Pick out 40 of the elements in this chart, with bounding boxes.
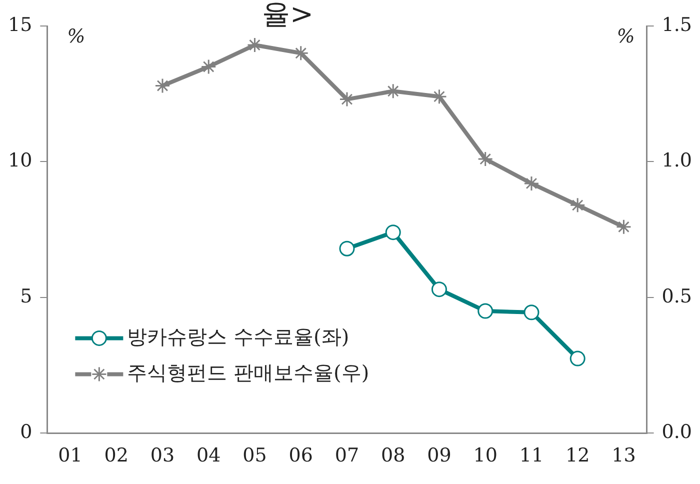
x-tick-label: 13 (612, 444, 636, 467)
x-tick-label: 12 (566, 444, 590, 467)
point (570, 350, 586, 366)
x-tick-label: 06 (288, 444, 313, 467)
point (293, 45, 309, 61)
y2-tick-label: 0.5 (662, 285, 692, 308)
x-tick-label: 08 (381, 444, 406, 467)
y2-axis-title: % (616, 25, 635, 48)
y2-tick-label: 1.5 (662, 14, 692, 36)
x-tick-label: 09 (427, 444, 452, 467)
x-tick-label: 07 (334, 444, 360, 467)
point (524, 176, 540, 192)
point (246, 37, 262, 53)
x-tick-label: 01 (58, 444, 82, 467)
x-tick-label: 05 (242, 444, 267, 467)
point (200, 58, 216, 74)
legend-label: 주식형펀드 판매보수율(우) (127, 360, 370, 384)
x-tick-label: 03 (150, 444, 175, 467)
y2-tick-label: 1.0 (662, 150, 692, 172)
point (524, 304, 540, 320)
point (478, 303, 494, 319)
x-tick-label: 02 (104, 444, 128, 467)
y-tick-label: 0 (20, 421, 32, 444)
point (478, 151, 494, 167)
x-tick-label: 10 (473, 444, 498, 467)
point (154, 78, 170, 94)
y-tick-label: 5 (20, 285, 32, 308)
y-tick-label: 10 (8, 150, 32, 172)
y-axis-title: % (67, 25, 86, 48)
point (616, 219, 632, 235)
point (339, 240, 355, 256)
point (431, 282, 447, 298)
y-tick-label: 15 (8, 14, 32, 36)
y2-tick-label: 0.0 (662, 421, 692, 444)
legend-label: 방카슈랑스 수수료율(좌) (127, 324, 350, 348)
point (385, 224, 401, 240)
x-tick-label: 11 (519, 444, 544, 467)
point (570, 197, 586, 213)
annotation: 율> (262, 0, 314, 30)
x-tick-label: 04 (196, 444, 221, 467)
